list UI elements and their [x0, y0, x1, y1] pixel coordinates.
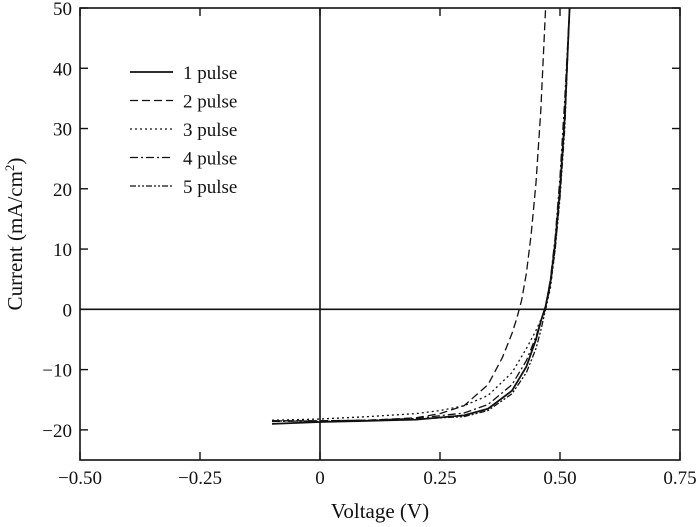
x-tick-label: 0.50 — [543, 468, 576, 489]
y-tick-label: −10 — [42, 361, 72, 382]
ticks-layer: −0.50 −0.25 0 0.25 0.50 0.75 −20 −10 0 10 20 30 40 50 — [42, 0, 696, 489]
x-tick-label: −0.25 — [178, 468, 222, 489]
legend-label-5: 5 pulse — [183, 177, 237, 198]
series-line-1 — [271, 8, 571, 425]
y-axis-title-superscript: 2 — [2, 165, 17, 172]
x-axis-title: Voltage (V) — [331, 499, 429, 523]
y-tick-label: 40 — [53, 59, 72, 80]
y-tick-label: 0 — [63, 300, 73, 321]
y-tick-label: 50 — [53, 0, 72, 20]
x-tick-label: 0 — [315, 468, 325, 489]
series-line-3 — [271, 8, 571, 421]
legend-label-3: 3 pulse — [183, 120, 237, 141]
series-line-4 — [271, 8, 571, 423]
series-line-5 — [271, 8, 571, 423]
legend-label-1: 1 pulse — [183, 63, 237, 84]
y-axis-title-close: ) — [3, 158, 27, 165]
y-tick-label: 20 — [53, 180, 72, 201]
series-line-2 — [272, 8, 547, 422]
x-tick-label: −0.50 — [58, 468, 102, 489]
y-tick-label: 30 — [53, 120, 72, 141]
x-tick-label: 0.25 — [423, 468, 456, 489]
y-axis-title: Current (mA/cm2) — [2, 158, 27, 311]
legend: 1 pulse 2 pulse 3 pulse 4 pulse 5 pulse — [130, 63, 237, 198]
legend-label-2: 2 pulse — [183, 92, 237, 113]
x-tick-label: 0.75 — [663, 468, 696, 489]
plot-frame — [79, 7, 681, 461]
legend-label-4: 4 pulse — [183, 149, 237, 170]
y-axis-title-main: Current (mA/cm — [3, 171, 27, 310]
zero-reference-lines — [80, 8, 680, 460]
y-tick-label: 10 — [53, 240, 72, 261]
series-layer — [271, 8, 571, 425]
y-tick-label: −20 — [42, 421, 72, 442]
